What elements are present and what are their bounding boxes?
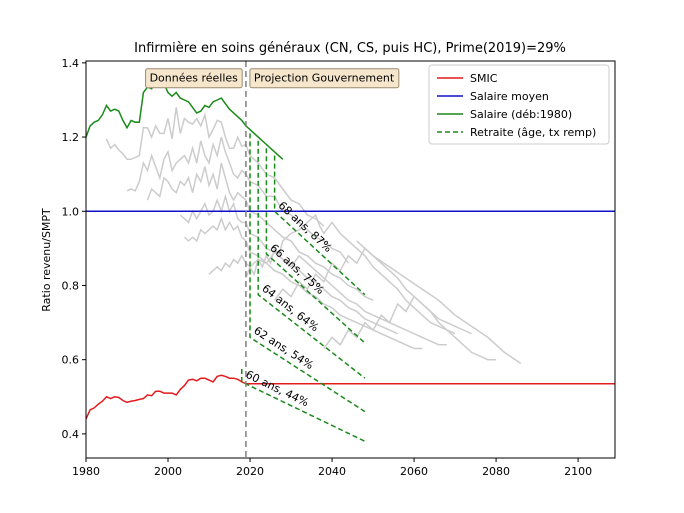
legend-items: SMIC Salaire moyen Salaire (déb:1980) Retra…: [437, 72, 596, 139]
series-line-salaire-d-b-1980-: [86, 80, 284, 160]
x-tick-label-2100: 2100: [564, 465, 592, 478]
x-tick-label-1980: 1980: [72, 465, 100, 478]
y-tick-label-0.4: 0.4: [62, 428, 80, 441]
y-tick-label-1.2: 1.2: [62, 131, 80, 144]
projection-label: Projection Gouvernement: [254, 72, 395, 85]
x-axis: 1980 2000 2020 2040 2060 2080 2100: [72, 458, 592, 478]
other-career-line-6: [245, 213, 456, 335]
plot-area: [86, 80, 615, 442]
projection-label-box: [249, 68, 400, 89]
other-career-line-2: [146, 162, 374, 301]
x-tick-label-2040: 2040: [318, 465, 346, 478]
y-tick-label-0.8: 0.8: [62, 279, 80, 292]
series-line-retraite-60-ans-44-: [241, 369, 366, 442]
x-tick-label-2000: 2000: [154, 465, 182, 478]
other-career-line-3: [179, 193, 399, 335]
y-tick-label-0.6: 0.6: [62, 354, 80, 367]
y-axis-title: Ratio revenu/SMPT: [40, 208, 53, 312]
x-tick-label-2060: 2060: [400, 465, 428, 478]
legend-frame: [428, 64, 610, 145]
legend: SMIC Salaire moyen Salaire (déb:1980) Retra…: [428, 64, 610, 145]
plot-frame: [85, 60, 616, 459]
legend-label-0: SMIC: [470, 72, 498, 85]
x-tick-label-2020: 2020: [236, 465, 264, 478]
legend-label-3: Retraite (âge, tx remp): [470, 126, 596, 139]
chart-title: Infirmière en soins généraux (CN, CS, pu…: [134, 41, 566, 56]
y-axis: 0.4 0.6 0.8 1.0 1.2 1.4: [62, 57, 86, 441]
series-line-retraite-62-ans-54-: [249, 133, 366, 413]
other-career-line-8: [323, 295, 497, 361]
main-series: [86, 80, 615, 442]
other-career-line-1: [126, 136, 350, 264]
background-careers: [105, 107, 522, 365]
real-data-label: Données réelles: [150, 72, 239, 85]
y-tick-label-1: 1.0: [62, 205, 80, 218]
series-line-retraite-64-ans-64-: [257, 140, 366, 379]
boundary-labels: Données réelles Projection Gouvernement: [145, 68, 400, 89]
x-tick-label-2080: 2080: [482, 465, 510, 478]
y-tick-label-1.4: 1.4: [62, 57, 80, 70]
real-data-label-box: [145, 68, 243, 89]
legend-label-1: Salaire moyen: [470, 90, 549, 103]
series-line-retraite-68-ans-87-: [273, 155, 366, 296]
other-career-line-9: [356, 240, 522, 365]
other-career-line-0: [105, 107, 325, 227]
other-career-line-5: [208, 250, 447, 346]
series-line-smic: [86, 374, 615, 420]
series-line-retraite-66-ans-75-: [265, 148, 366, 344]
legend-label-2: Salaire (déb:1980): [470, 108, 572, 121]
